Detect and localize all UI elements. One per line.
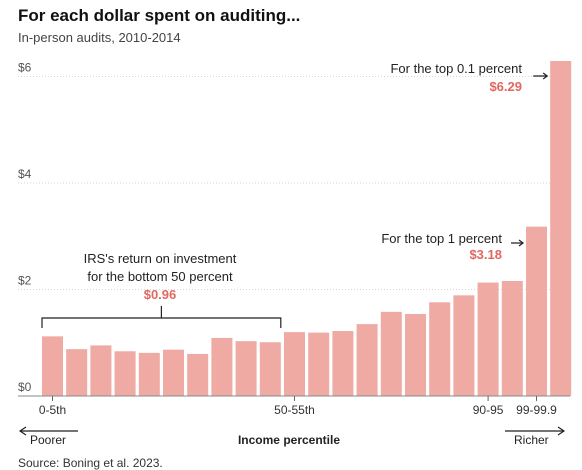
bar-13	[356, 324, 378, 396]
bar-19	[501, 280, 523, 396]
y-tick-label-0: $0	[18, 380, 32, 394]
bars	[18, 61, 572, 397]
bar-0	[42, 336, 63, 396]
top1-annotation-text: For the top 1 percent	[381, 231, 502, 246]
x-tick-label-2: 90-95	[473, 403, 504, 417]
bar-6	[187, 353, 209, 396]
bar-4	[138, 352, 160, 396]
x-axis-title: Income percentile	[238, 433, 340, 447]
bar-16	[429, 302, 451, 396]
bar-18	[477, 282, 499, 396]
bottom50-annotation-value: $0.96	[144, 287, 177, 302]
bar-1	[66, 349, 88, 396]
y-tick-label-3: $6	[18, 60, 32, 74]
chart-title: For each dollar spent on auditing...	[18, 6, 301, 25]
y-tick-label-2: $4	[18, 167, 32, 181]
top01-annotation-text: For the top 0.1 percent	[390, 61, 522, 76]
top1-annotation-value: $3.18	[469, 247, 502, 262]
bar-11	[308, 332, 330, 396]
x-tick-label-1: 50-55th	[274, 403, 315, 417]
richer-label: Richer	[514, 433, 549, 447]
y-tick-label-1: $2	[18, 273, 32, 287]
x-tick-label-3: 99-99.9	[516, 403, 557, 417]
left-arrow-icon	[18, 426, 78, 436]
x-tick-label-0: 0-5th	[39, 403, 66, 417]
bar-21	[550, 61, 572, 396]
bar-20	[526, 226, 547, 396]
bar-14	[380, 311, 402, 396]
bar-7	[211, 337, 233, 396]
bar-12	[332, 331, 354, 396]
source-note: Source: Boning et al. 2023.	[18, 456, 163, 470]
bar-9	[259, 342, 281, 396]
bottom50-bracket	[41, 306, 282, 328]
bar-5	[163, 349, 184, 396]
poorer-label: Poorer	[30, 433, 66, 447]
top1-arrow-icon	[511, 239, 524, 247]
top01-arrow-icon	[533, 72, 549, 80]
x-ticks: 0-5th 50-55th 90-95 99-99.9	[39, 396, 557, 417]
bottom50-annotation-line2: for the bottom 50 percent	[87, 269, 233, 284]
top01-annotation-value: $6.29	[489, 79, 522, 94]
bar-15	[405, 313, 426, 396]
bottom50-annotation-line1: IRS's return on investment	[84, 251, 237, 266]
bar-2	[90, 345, 112, 396]
bar-3	[114, 351, 136, 396]
right-arrow-icon	[505, 426, 566, 436]
bar-10	[284, 332, 305, 396]
bar-8	[235, 341, 257, 396]
bar-17	[453, 295, 475, 396]
chart-subtitle: In-person audits, 2010-2014	[18, 30, 181, 45]
